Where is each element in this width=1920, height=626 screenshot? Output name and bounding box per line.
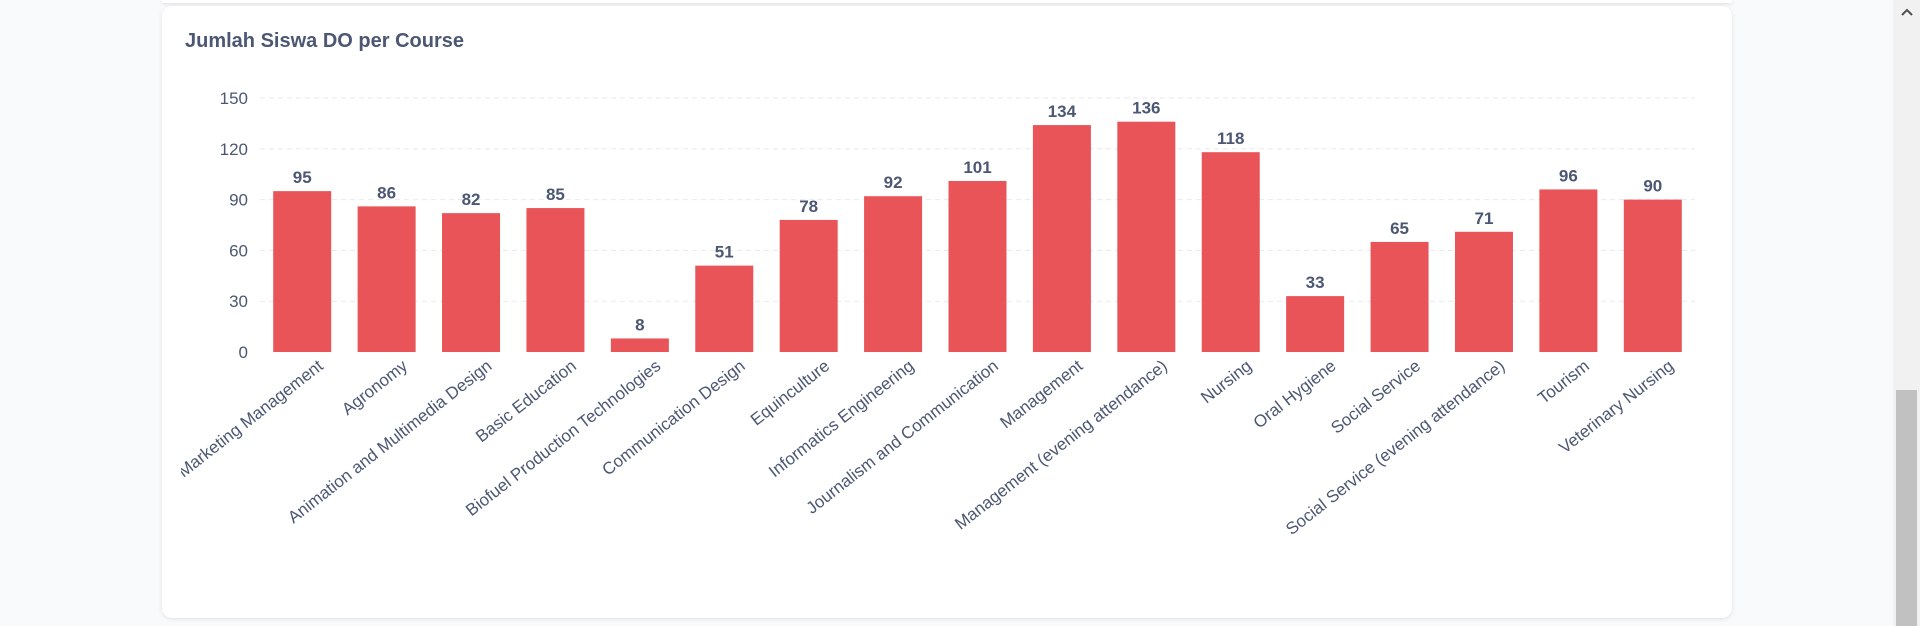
data-label: 65 [1390,219,1409,238]
x-tick-label: Agronomy [338,356,411,419]
bar[interactable] [610,338,669,352]
x-axis-ticks: Advertising and Marketing ManagementAgro… [162,356,1677,556]
scrollbar-thumb[interactable] [1896,390,1917,626]
data-label: 96 [1559,166,1578,185]
bar-chart: 0 30 60 90 120 150 95 86 82 85 8 51 78 92 101 134 136 11… [162,89,1695,556]
y-tick-label: 30 [229,292,248,311]
card-title: Jumlah Siswa DO per Course [185,30,464,52]
data-label: 86 [377,183,396,202]
bar[interactable] [948,180,1007,352]
x-tick-label: Informatics Engineering [765,356,917,481]
bar[interactable] [357,206,416,352]
bar[interactable] [1539,189,1598,352]
x-tick-label: Equinculture [747,356,833,429]
data-labels: 95 86 82 85 8 51 78 92 101 134 136 118 33 65 71 96 90 [293,99,1663,335]
data-label: 101 [963,158,991,177]
data-label: 82 [462,190,481,209]
bar[interactable] [1201,152,1260,352]
data-label: 136 [1132,99,1160,118]
data-label: 134 [1048,102,1077,121]
y-tick-label: 150 [220,89,248,108]
x-tick-label: Management [996,356,1086,432]
data-label: 51 [715,243,734,262]
bar[interactable] [779,219,838,352]
bar[interactable] [1117,121,1176,352]
chart-card: Jumlah Siswa DO per Course 0 30 60 90 120 150… [162,6,1732,618]
bar[interactable] [1370,241,1429,352]
data-label: 90 [1643,177,1662,196]
data-label: 118 [1217,129,1244,148]
data-label: 92 [884,173,903,192]
y-axis-ticks: 0 30 60 90 120 150 [220,89,248,362]
data-label: 33 [1306,273,1325,292]
previous-card-edge [162,0,1732,3]
data-label: 71 [1475,209,1494,228]
data-label: 78 [799,197,818,216]
x-tick-label: Nursing [1197,356,1255,407]
data-label: 95 [293,168,312,187]
chevron-up-icon [1900,8,1913,16]
bars [273,121,1682,353]
bar[interactable] [526,208,585,352]
bar[interactable] [1032,125,1091,353]
bar[interactable] [864,196,923,352]
bar[interactable] [273,191,332,352]
x-tick-label: Communication Design [599,356,749,479]
page-scrollbar[interactable] [1893,0,1920,626]
data-label: 85 [546,185,565,204]
bar[interactable] [695,265,754,352]
bar[interactable] [1454,231,1513,352]
bar[interactable] [1286,296,1345,352]
bar[interactable] [1623,199,1682,352]
x-tick-label: Advertising and Marketing Management [162,356,327,556]
data-label: 8 [635,315,644,334]
scroll-up-arrow[interactable] [1893,0,1920,24]
y-tick-label: 90 [229,191,248,210]
y-tick-label: 60 [229,241,248,260]
y-tick-label: 120 [220,140,248,159]
y-tick-label: 0 [239,343,248,362]
x-tick-label: Oral Hygiene [1250,356,1340,432]
x-tick-label: Tourism [1534,356,1593,408]
bar[interactable] [442,213,501,352]
